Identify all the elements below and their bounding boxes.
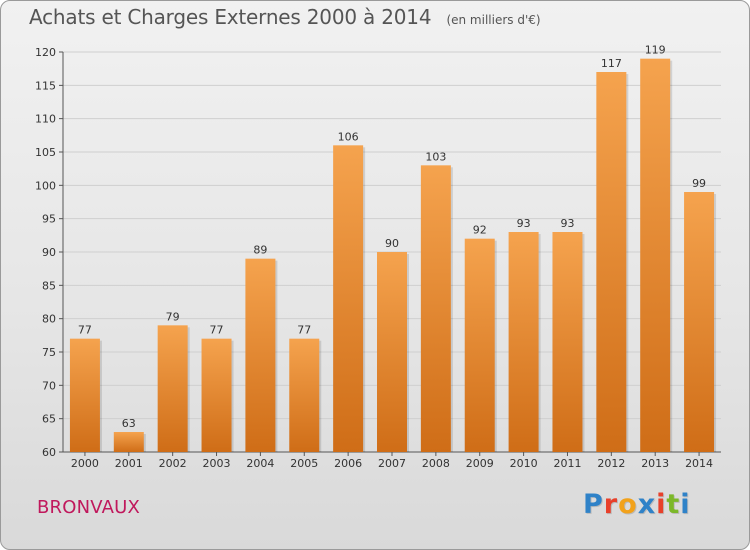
- bar: [245, 258, 276, 452]
- chart-title: Achats et Charges Externes 2000 à 2014: [29, 5, 432, 29]
- y-tick-label: 85: [42, 279, 56, 292]
- bar: [157, 325, 188, 452]
- logo-letter: P: [583, 489, 604, 520]
- bar: [333, 145, 364, 453]
- bar: [377, 252, 407, 452]
- x-tick-label: 2011: [553, 457, 581, 470]
- x-tick-label: 2008: [422, 457, 450, 470]
- x-tick-label: 2013: [641, 457, 669, 470]
- bar-value-label: 119: [645, 44, 666, 57]
- bar: [289, 338, 320, 452]
- bar-value-label: 63: [122, 417, 136, 430]
- bars: [69, 58, 717, 453]
- chart-subtitle: (en milliers d'€): [446, 13, 541, 27]
- bar: [464, 238, 495, 452]
- logo-letter: i: [680, 489, 691, 520]
- bar-value-label: 89: [253, 244, 267, 257]
- bar: [420, 165, 451, 453]
- y-tick-label: 65: [42, 413, 56, 426]
- y-tick-label: 100: [35, 179, 56, 192]
- bar-value-label: 117: [601, 57, 622, 70]
- y-tick-label: 120: [35, 46, 56, 59]
- x-tick-label: 2010: [510, 457, 538, 470]
- bar-value-label: 77: [297, 324, 311, 337]
- bar: [69, 338, 100, 452]
- y-tick-label: 75: [42, 346, 56, 359]
- y-tick-label: 115: [35, 79, 56, 92]
- x-tick-label: 2002: [159, 457, 187, 470]
- bar-value-label: 106: [338, 130, 359, 143]
- bar-value-label: 93: [560, 217, 574, 230]
- x-tick-label: 2006: [334, 457, 362, 470]
- y-tick-label: 80: [42, 313, 56, 326]
- y-tick-label: 90: [42, 246, 56, 259]
- bar-value-label: 79: [166, 310, 180, 323]
- bar: [596, 72, 627, 452]
- x-tick-label: 2007: [378, 457, 406, 470]
- y-tick-label: 95: [42, 213, 56, 226]
- proxiti-logo[interactable]: Proxiti: [583, 489, 691, 520]
- logo-letter: o: [618, 489, 638, 520]
- y-tick-label: 105: [35, 146, 56, 159]
- bar-value-label: 77: [78, 324, 92, 337]
- bar: [552, 232, 583, 452]
- logo-letter: r: [603, 489, 619, 520]
- logo-letter: x: [637, 489, 657, 520]
- y-tick-label: 70: [42, 379, 56, 392]
- title-line: Achats et Charges Externes 2000 à 2014 (…: [29, 5, 541, 29]
- bar: [508, 232, 539, 452]
- x-tick-label: 2012: [597, 457, 625, 470]
- logo-letter: i: [656, 489, 667, 520]
- bar-value-label: 90: [385, 237, 399, 250]
- place-name: BRONVAUX: [37, 497, 141, 518]
- y-tick-label: 110: [35, 113, 56, 126]
- bar-value-label: 92: [473, 224, 487, 237]
- bar: [201, 338, 232, 452]
- bar-value-label: 77: [210, 324, 224, 337]
- x-tick-label: 2003: [203, 457, 231, 470]
- x-tick-label: 2014: [685, 457, 713, 470]
- bar: [640, 58, 671, 453]
- bar: [684, 192, 715, 452]
- y-tick-label: 60: [42, 446, 56, 459]
- x-tick-label: 2004: [246, 457, 274, 470]
- labels: 60 65 70 75 80 85 90 95 100 105 110 115 120 77 2000 63 2…: [35, 44, 713, 470]
- bar-value-label: 103: [425, 150, 446, 163]
- x-tick-label: 2009: [466, 457, 494, 470]
- x-tick-label: 2000: [71, 457, 99, 470]
- bar: [113, 432, 144, 452]
- x-tick-label: 2005: [290, 457, 318, 470]
- logo-letter: t: [666, 489, 681, 520]
- bar-value-label: 93: [517, 217, 531, 230]
- bar-value-label: 99: [692, 177, 706, 190]
- x-tick-label: 2001: [115, 457, 143, 470]
